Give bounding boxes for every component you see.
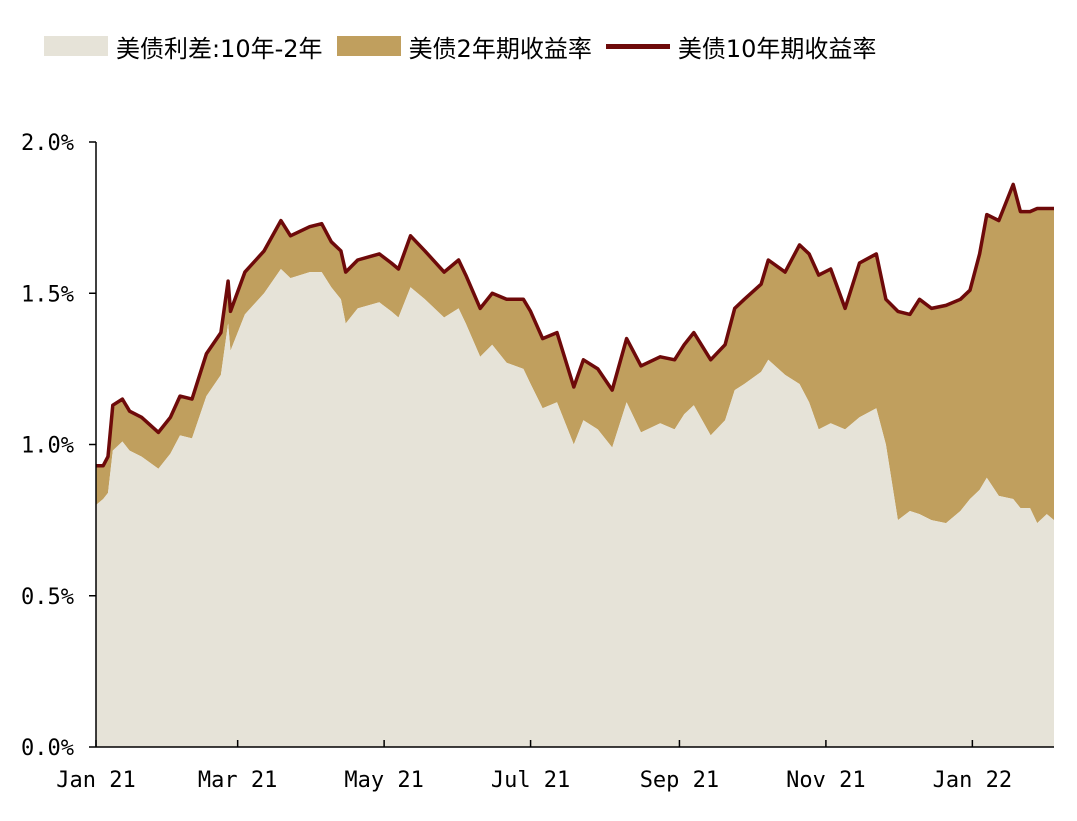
chart-legend: 美债利差:10年-2年 美债2年期收益率 美债10年期收益率 [44,28,890,64]
axes: 0.0% 0.5% 1.0% 1.5% 2.0% Jan 21 Mar 21 May 21 Ju… [21,131,1054,793]
plot-area [96,182,1054,747]
x-tick-label: Jan 21 [56,768,135,793]
legend-swatch-10y [605,43,670,49]
y-tick-label: 2.0% [21,131,74,156]
legend-swatch-2y [336,36,401,56]
x-tick-label: Sep 21 [640,768,719,793]
legend-label-spread: 美债利差:10年-2年 [116,34,323,63]
legend-item-2y: 美债2年期收益率 [336,29,592,64]
legend-label-10y: 美债10年期收益率 [677,34,877,63]
x-tick-label: Nov 21 [786,768,865,793]
legend-swatch-spread [44,36,108,56]
y-tick-label: 1.5% [21,282,74,307]
y-tick-label: 0.5% [21,585,74,610]
x-tick-label: May 21 [344,768,423,793]
x-tick-label: Jan 22 [933,768,1012,793]
line-10y-yield [96,182,1054,468]
x-tick-label: Jul 21 [491,768,570,793]
y-tick-label: 1.0% [21,434,74,459]
legend-item-spread: 美债利差:10年-2年 [44,29,323,64]
legend-item-10y: 美债10年期收益率 [605,29,877,64]
legend-label-2y: 美债2年期收益率 [408,34,592,63]
area-spread [96,269,1054,747]
y-tick-label: 0.0% [21,736,74,761]
x-tick-label: Mar 21 [198,768,277,793]
